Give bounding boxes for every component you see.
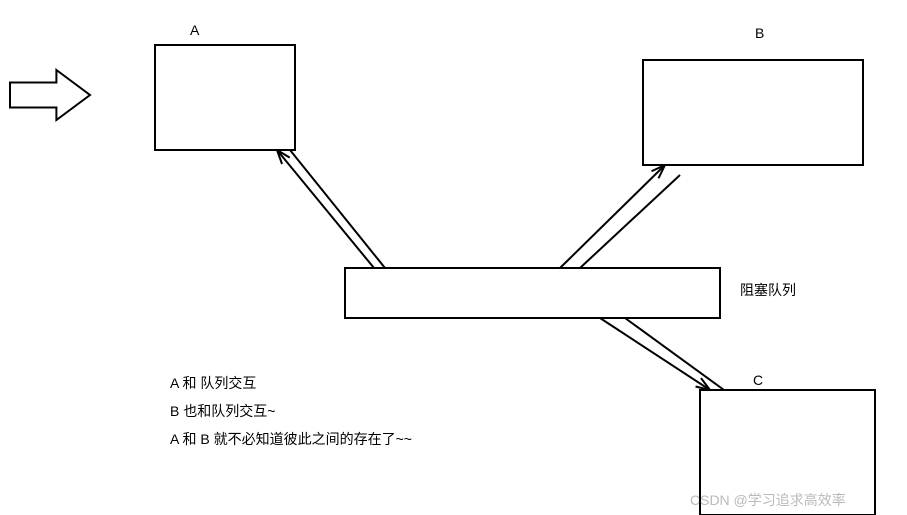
watermark-text: CSDN @学习追求高效率	[690, 490, 846, 510]
node-c-label: C	[753, 372, 763, 388]
node-b-label: B	[755, 25, 764, 41]
queue-label: 阻塞队列	[740, 280, 796, 300]
description-line-1: A 和 队列交互	[170, 373, 256, 393]
arrow-icon	[10, 70, 90, 120]
node-a-label: A	[190, 22, 199, 38]
diagram-canvas	[0, 0, 907, 515]
description-line-3: A 和 B 就不必知道彼此之间的存在了~~	[170, 429, 412, 449]
description-line-2: B 也和队列交互~	[170, 401, 275, 421]
